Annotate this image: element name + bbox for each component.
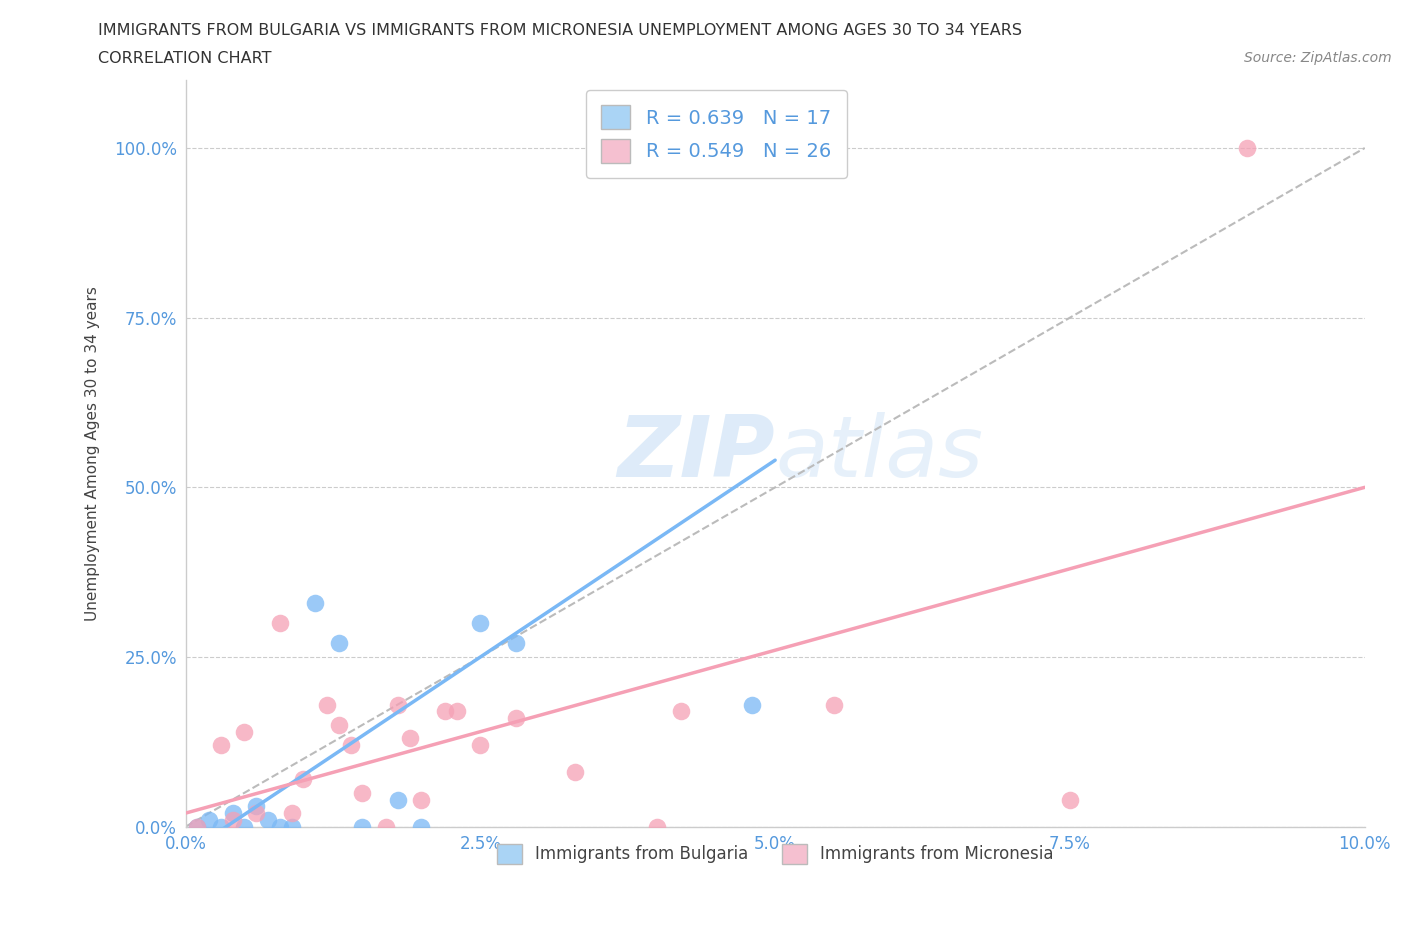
Point (328, 717, 350, 732)
Point (387, 698, 409, 712)
Text: Source: ZipAtlas.com: Source: ZipAtlas.com (1244, 51, 1392, 65)
Point (269, 616, 291, 631)
Point (741, 698, 763, 712)
Point (1059, 792, 1081, 807)
Point (257, 813, 280, 828)
Point (505, 636, 527, 651)
Point (645, 819, 668, 834)
Point (352, 819, 374, 834)
Point (411, 792, 433, 807)
Point (375, 819, 398, 834)
Point (470, 616, 492, 631)
Text: CORRELATION CHART: CORRELATION CHART (98, 51, 271, 66)
Point (398, 731, 420, 746)
Point (209, 819, 232, 834)
Point (1236, 140, 1258, 155)
Point (198, 813, 221, 828)
Point (339, 737, 361, 752)
Point (233, 724, 256, 739)
Point (280, 819, 302, 834)
Point (328, 636, 350, 651)
Point (221, 813, 243, 828)
Point (669, 704, 692, 719)
Point (446, 704, 468, 719)
Point (387, 792, 409, 807)
Y-axis label: Unemployment Among Ages 30 to 34 years: Unemployment Among Ages 30 to 34 years (86, 286, 100, 621)
Point (304, 595, 326, 610)
Legend: Immigrants from Bulgaria, Immigrants from Micronesia: Immigrants from Bulgaria, Immigrants fro… (491, 837, 1060, 870)
Point (233, 819, 256, 834)
Point (316, 698, 339, 712)
Point (564, 765, 586, 780)
Point (245, 799, 267, 814)
Point (269, 819, 291, 834)
Point (245, 805, 267, 820)
Point (505, 711, 527, 725)
Text: IMMIGRANTS FROM BULGARIA VS IMMIGRANTS FROM MICRONESIA UNEMPLOYMENT AMONG AGES 3: IMMIGRANTS FROM BULGARIA VS IMMIGRANTS F… (98, 23, 1022, 38)
Point (221, 805, 243, 820)
Point (186, 819, 208, 834)
Point (186, 819, 208, 834)
Point (209, 737, 232, 752)
Point (433, 704, 456, 719)
Point (411, 819, 433, 834)
Point (352, 785, 374, 800)
Text: atlas: atlas (775, 412, 983, 495)
Point (292, 772, 315, 787)
Point (823, 698, 845, 712)
Point (470, 737, 492, 752)
Point (280, 805, 302, 820)
Text: ZIP: ZIP (617, 412, 775, 495)
